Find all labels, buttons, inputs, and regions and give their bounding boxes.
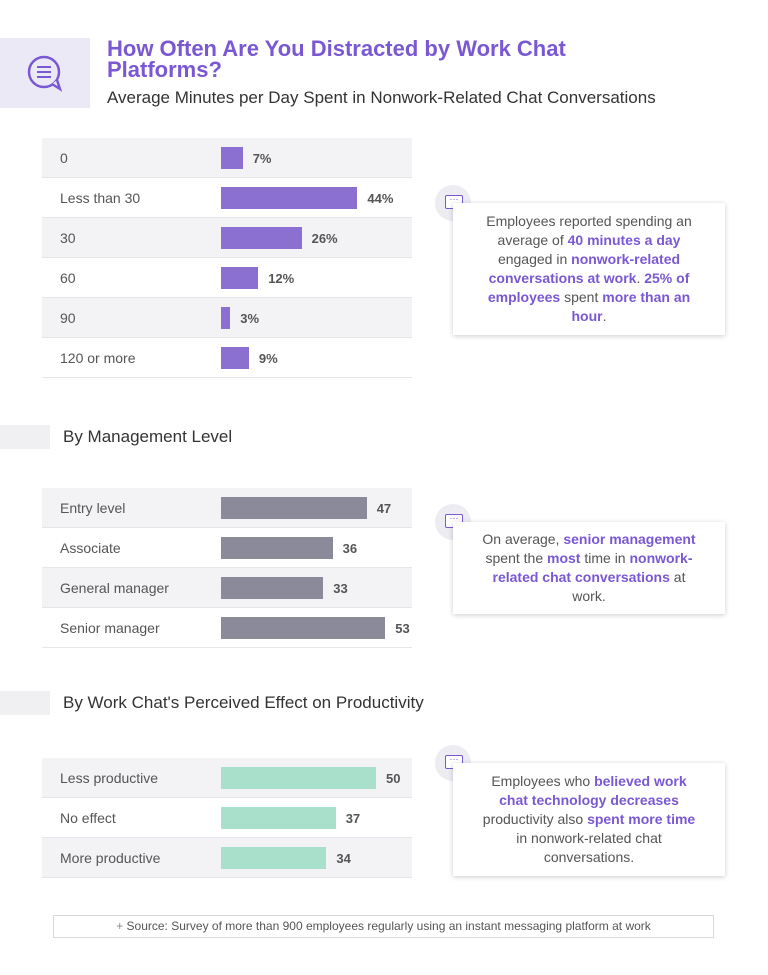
category-label: 30: [60, 230, 76, 246]
section-title: By Work Chat's Perceived Effect on Produ…: [63, 693, 424, 712]
note-segment: nonwork-related conversations at work: [488, 251, 681, 286]
section-title: By Management Level: [63, 427, 233, 446]
note-segment: spent more time: [587, 811, 696, 827]
category-label: 60: [60, 270, 76, 286]
value-label: 44%: [367, 191, 394, 206]
row-bg: [42, 608, 412, 648]
bar: [221, 187, 358, 209]
row-bg: [42, 338, 412, 378]
note-segment: at work.: [572, 569, 686, 604]
row-bg: [42, 258, 412, 298]
note-text: On average, senior management spent the …: [479, 530, 699, 606]
category-label: Associate: [60, 540, 121, 556]
value-label: 47: [376, 501, 392, 516]
header-icon-bg: [0, 38, 90, 108]
category-label: General manager: [60, 580, 169, 596]
value-label: 34: [336, 851, 351, 866]
bar: [221, 497, 367, 519]
category-label: 0: [60, 150, 68, 166]
category-label: No effect: [60, 810, 116, 826]
note-segment: On average,: [482, 531, 564, 547]
section-marker: [0, 425, 50, 449]
bar: [221, 347, 249, 369]
note-segment: 25% of employees: [487, 270, 690, 305]
note: On average, senior management spent the …: [453, 522, 725, 614]
value-label: 33: [333, 581, 348, 596]
plus-icon: +: [116, 919, 127, 933]
chat-icon: [27, 55, 63, 92]
note-segment: nonwork-related chat conversations: [492, 550, 693, 585]
value-label: 37: [345, 811, 361, 826]
value-label: 12%: [268, 271, 295, 286]
note-segment: engaged in: [497, 251, 572, 267]
bar: [221, 537, 333, 559]
note-segment: .: [636, 270, 645, 286]
category-label: Senior manager: [60, 620, 160, 636]
category-label: Less productive: [60, 770, 159, 786]
note-text: Employees who believed work chat technol…: [479, 772, 699, 867]
note-segment: spent: [560, 289, 603, 305]
note-segment: most: [547, 550, 581, 566]
row-bg: [42, 798, 412, 838]
value-label: 7%: [252, 151, 272, 166]
value-label: 53: [395, 621, 410, 636]
value-label: 50: [386, 771, 401, 786]
bar: [221, 577, 324, 599]
note-segment: 40 minutes a day: [567, 232, 681, 248]
note: Employees reported spending an average o…: [453, 203, 725, 335]
note-segment: Employees who: [491, 773, 595, 789]
note-segment: senior management: [563, 531, 696, 547]
bar: [221, 147, 243, 169]
value-label: 36: [342, 541, 358, 556]
source: + Source: Survey of more than 900 employ…: [53, 915, 714, 938]
note-segment: believed work chat technology decreases: [499, 773, 687, 808]
subtitle: Average Minutes per Day Spent in Nonwork…: [107, 88, 656, 107]
row-bg: [42, 178, 412, 218]
title: How Often Are You Distracted by Work Cha…: [107, 36, 566, 82]
value-label: 26%: [311, 231, 338, 246]
note-segment: more than an hour: [571, 289, 691, 324]
category-label: Less than 30: [60, 190, 141, 206]
bar: [221, 307, 231, 329]
note-segment: in nonwork-related chat conversations.: [516, 830, 662, 865]
note-segment: spent the: [485, 550, 548, 566]
bar: [221, 617, 386, 639]
bar: [221, 767, 376, 789]
bar: [221, 847, 327, 869]
source-text: Source: Survey of more than 900 employee…: [126, 919, 651, 933]
section-marker: [0, 691, 50, 715]
bar: [221, 267, 259, 289]
bar: [221, 227, 302, 249]
category-label: More productive: [60, 850, 161, 866]
note-segment: Employees reported spending an average o…: [486, 213, 692, 248]
note-text: Employees reported spending an average o…: [479, 212, 699, 326]
note-segment: .: [602, 308, 607, 324]
note-segment: productivity also: [482, 811, 588, 827]
note-segment: time in: [580, 550, 630, 566]
category-label: 90: [60, 310, 76, 326]
category-label: 120 or more: [60, 350, 136, 366]
row-bg: [42, 528, 412, 568]
value-label: 3%: [240, 311, 260, 326]
category-label: Entry level: [60, 500, 126, 516]
note: Employees who believed work chat technol…: [453, 763, 725, 876]
bar: [221, 807, 336, 829]
value-label: 9%: [258, 351, 278, 366]
